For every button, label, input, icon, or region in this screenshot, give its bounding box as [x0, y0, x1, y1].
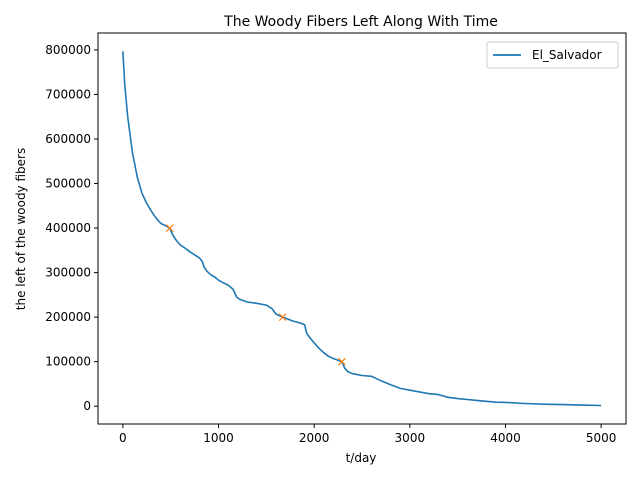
y-tick-label: 200000 — [45, 310, 91, 324]
x-marker — [337, 357, 346, 366]
legend: El_Salvador — [486, 41, 619, 69]
y-tick-label: 700000 — [45, 87, 91, 101]
plot-frame — [97, 32, 627, 425]
x-axis-label: t/day — [346, 451, 377, 465]
legend-entry-el-salvador: El_Salvador — [532, 48, 602, 62]
y-tick-label: 300000 — [45, 266, 91, 280]
y-tick-label: 600000 — [45, 132, 91, 146]
y-tick-label: 400000 — [45, 221, 91, 235]
x-tick-label: 2000 — [299, 431, 330, 445]
x-tick-label: 3000 — [395, 431, 426, 445]
x-marker — [278, 313, 287, 322]
chart-title: The Woody Fibers Left Along With Time — [223, 14, 498, 30]
y-tick-label: 100000 — [45, 355, 91, 369]
y-tick-label: 0 — [83, 399, 91, 413]
plot-area — [122, 51, 602, 407]
x-tick-label: 5000 — [586, 431, 617, 445]
legend-box — [486, 41, 619, 69]
x-tick-label: 1000 — [203, 431, 234, 445]
y-axis: 0 100000 200000 300000 400000 500000 600000 700… — [45, 43, 98, 413]
y-tick-label: 500000 — [45, 177, 91, 191]
y-axis-label: the left of the woody fibers — [14, 148, 28, 310]
x-marker — [165, 224, 174, 232]
x-tick-label: 4000 — [490, 431, 521, 445]
x-tick-label: 0 — [119, 431, 127, 445]
y-tick-label: 800000 — [45, 43, 91, 57]
x-axis: 0 1000 2000 3000 4000 5000 — [119, 424, 616, 445]
